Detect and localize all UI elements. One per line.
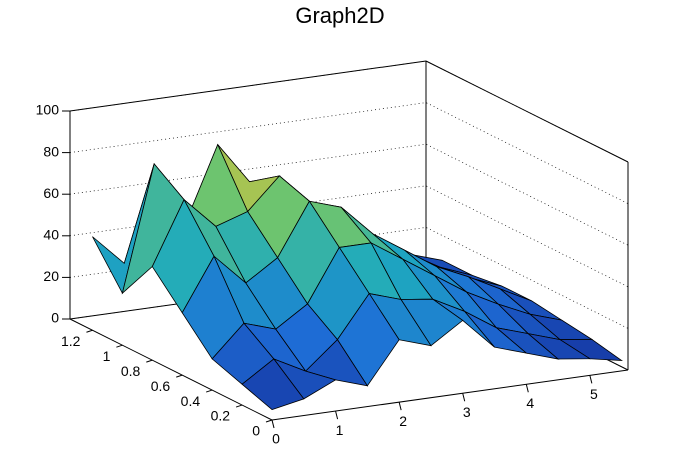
y-tick-label: 0.8: [121, 363, 141, 379]
z-tick-label: 20: [43, 268, 59, 284]
y-tick: [235, 404, 243, 408]
x-tick: [271, 419, 275, 429]
z-tick-label: 60: [43, 185, 59, 201]
x-tick: [462, 393, 466, 402]
x-tick-label: 5: [590, 386, 598, 402]
z-tick-label: 100: [36, 102, 60, 118]
y-tick-label: 1.2: [61, 333, 81, 349]
x-tick: [525, 384, 529, 393]
chart-title: Graph2D: [295, 3, 384, 28]
y-tick-label: 1: [103, 348, 111, 364]
surface-cell: [241, 358, 305, 411]
x-axis: [271, 369, 629, 421]
y-tick-label: 0.4: [181, 393, 201, 409]
x-tick-label: 0: [272, 431, 280, 447]
x-tick-label: 2: [399, 413, 407, 429]
y-tick: [176, 374, 183, 378]
y-tick: [86, 329, 93, 333]
y-tick-label: 0.6: [151, 378, 171, 394]
y-tick-label: 0: [252, 423, 260, 439]
x-tick: [398, 402, 402, 411]
y-tick: [205, 389, 213, 393]
box-edge: [69, 60, 427, 112]
x-tick-label: 3: [463, 404, 471, 420]
z-tick-label: 0: [51, 310, 59, 326]
y-tick: [146, 359, 153, 363]
x-tick: [335, 410, 339, 420]
y-tick: [116, 344, 123, 348]
y-axis: [69, 318, 273, 421]
x-tick-label: 1: [336, 422, 344, 438]
z-tick-label: 80: [43, 143, 59, 159]
x-tick-label: 4: [526, 395, 534, 411]
y-tick: [265, 419, 273, 423]
z-tick-label: 40: [43, 227, 59, 243]
grid-line: [69, 60, 629, 163]
x-tick: [589, 375, 593, 384]
y-tick-label: 0.2: [211, 408, 231, 424]
